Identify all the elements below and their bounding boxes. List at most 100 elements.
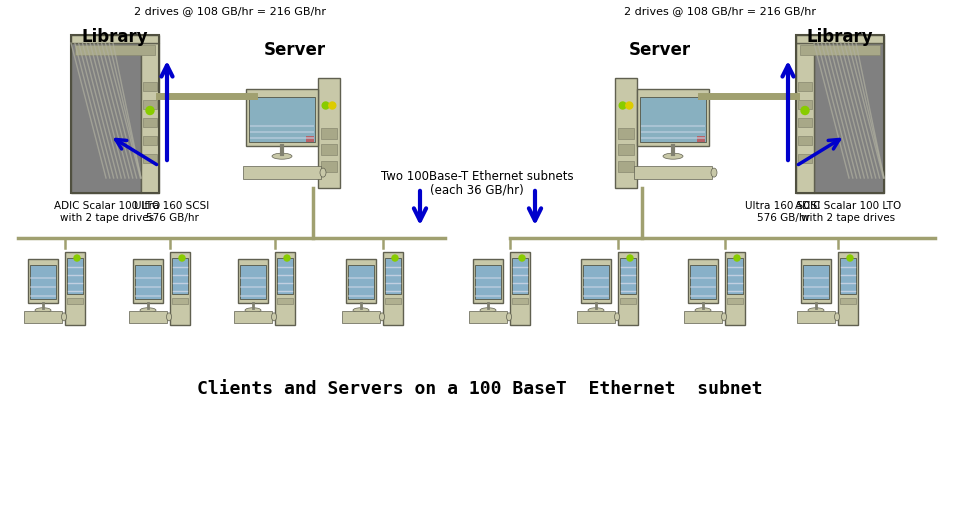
Bar [469, 311, 506, 323]
Ellipse shape [720, 313, 726, 321]
Ellipse shape [353, 308, 369, 313]
Text: (each 36 GB/hr): (each 36 GB/hr) [430, 183, 523, 196]
Bar [637, 89, 708, 146]
Bar [276, 298, 293, 304]
Bar [795, 35, 883, 43]
Bar [683, 311, 721, 323]
Bar [510, 252, 530, 325]
Bar [67, 258, 83, 294]
Ellipse shape [662, 153, 682, 159]
Bar [837, 252, 857, 325]
Bar [618, 144, 634, 155]
Bar [797, 100, 811, 109]
Bar [618, 252, 638, 325]
Bar [797, 82, 811, 91]
Ellipse shape [695, 308, 710, 313]
Ellipse shape [834, 313, 839, 321]
Bar [320, 161, 336, 172]
Circle shape [846, 255, 852, 261]
Circle shape [518, 255, 524, 261]
Circle shape [329, 102, 335, 109]
Circle shape [322, 102, 329, 109]
Bar [615, 78, 637, 188]
Circle shape [146, 107, 153, 115]
Bar [619, 298, 636, 304]
Bar [317, 78, 339, 188]
Text: ADIC Scalar 100 LTO
with 2 tape drives: ADIC Scalar 100 LTO with 2 tape drives [794, 201, 901, 223]
Bar [348, 265, 374, 299]
Ellipse shape [61, 313, 67, 321]
Text: 2 drives @ 108 GB/hr = 216 GB/hr: 2 drives @ 108 GB/hr = 216 GB/hr [623, 6, 815, 16]
Bar [276, 258, 293, 294]
Bar [143, 118, 157, 127]
Bar [170, 252, 190, 325]
Bar [800, 45, 879, 55]
Ellipse shape [479, 308, 496, 313]
Bar [634, 166, 711, 179]
Bar [724, 252, 744, 325]
Bar [475, 265, 500, 299]
Bar [240, 265, 266, 299]
Bar [71, 35, 159, 193]
Bar [172, 298, 188, 304]
Bar [801, 259, 830, 303]
Bar [797, 136, 811, 145]
Bar [246, 89, 317, 146]
Bar [726, 298, 742, 304]
Bar [243, 166, 320, 179]
Circle shape [733, 255, 740, 261]
Bar [132, 259, 163, 303]
Bar [143, 154, 157, 163]
Bar [797, 154, 811, 163]
Bar [382, 252, 402, 325]
Bar [796, 311, 834, 323]
Bar [24, 311, 62, 323]
Ellipse shape [245, 308, 261, 313]
Ellipse shape [319, 168, 326, 177]
Ellipse shape [272, 153, 292, 159]
Bar [687, 259, 718, 303]
Ellipse shape [807, 308, 823, 313]
Bar [71, 35, 159, 43]
Ellipse shape [35, 308, 51, 313]
Text: Server: Server [264, 41, 326, 59]
Bar [385, 298, 400, 304]
Bar [619, 258, 636, 294]
Bar [385, 258, 400, 294]
Bar [346, 259, 375, 303]
Bar [75, 45, 154, 55]
Bar [341, 311, 379, 323]
Text: 2 drives @ 108 GB/hr = 216 GB/hr: 2 drives @ 108 GB/hr = 216 GB/hr [133, 6, 326, 16]
Ellipse shape [614, 313, 618, 321]
Circle shape [179, 255, 185, 261]
Text: Clients and Servers on a 100 BaseT  Ethernet  subnet: Clients and Servers on a 100 BaseT Ether… [197, 380, 762, 398]
Bar [582, 265, 608, 299]
Bar [797, 118, 811, 127]
Ellipse shape [140, 308, 156, 313]
Bar [306, 136, 314, 142]
Bar [67, 298, 83, 304]
Bar [512, 258, 527, 294]
Circle shape [392, 255, 397, 261]
Bar [71, 43, 141, 193]
Bar [618, 127, 634, 138]
Bar [129, 311, 167, 323]
Bar [143, 100, 157, 109]
Circle shape [74, 255, 80, 261]
Ellipse shape [506, 313, 511, 321]
Bar [802, 265, 828, 299]
Bar [580, 259, 610, 303]
Circle shape [618, 102, 625, 109]
Bar [639, 97, 705, 142]
Bar [65, 252, 85, 325]
Bar [143, 136, 157, 145]
Bar [512, 298, 527, 304]
Bar [135, 265, 161, 299]
Bar [141, 43, 159, 193]
Text: Server: Server [628, 41, 690, 59]
Bar [172, 258, 188, 294]
Bar [618, 161, 634, 172]
Text: Ultra 160 SCSI
576 GB/hr: Ultra 160 SCSI 576 GB/hr [744, 201, 820, 223]
Bar [473, 259, 502, 303]
Ellipse shape [587, 308, 603, 313]
